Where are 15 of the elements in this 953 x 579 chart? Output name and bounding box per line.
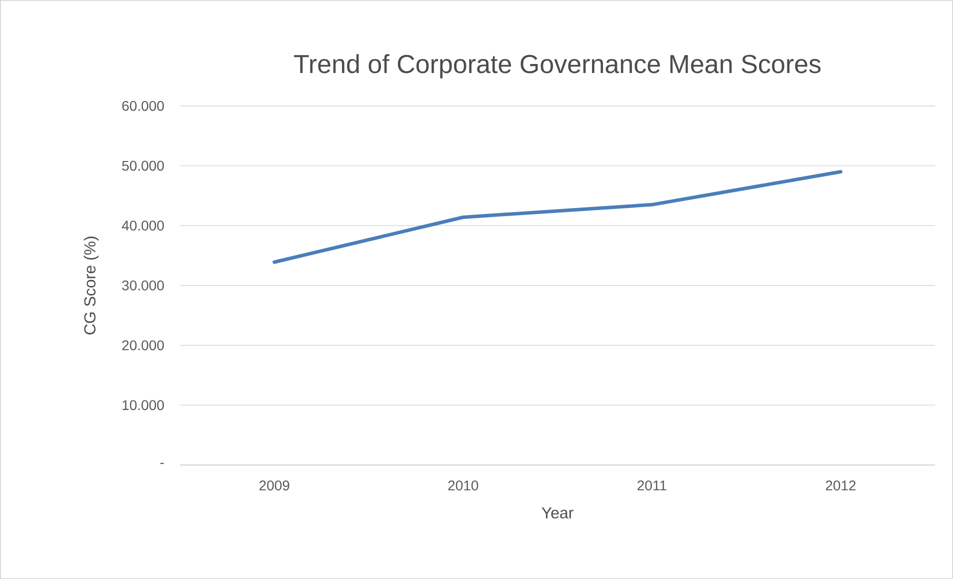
x-tick-label: 2012: [826, 480, 856, 490]
y-tick-label: 60.000: [122, 100, 164, 111]
y-tick-label: 10.000: [122, 400, 164, 410]
chart-title: Trend of Corporate Governance Mean Scores: [294, 54, 821, 78]
x-axis-title: Year: [542, 507, 574, 519]
y-tick-label: -: [160, 462, 164, 464]
y-tick-label: 30.000: [122, 280, 164, 290]
x-tick-label: 2011: [638, 480, 666, 490]
y-tick-label: 50.000: [122, 160, 164, 171]
y-tick-label: 40.000: [122, 220, 164, 231]
x-tick-label: 2009: [259, 480, 290, 490]
y-tick-label: 20.000: [122, 340, 164, 350]
x-tick-label: 2010: [448, 480, 478, 490]
line-series: [272, 170, 842, 264]
y-axis-title: CG Score (%): [84, 236, 99, 334]
